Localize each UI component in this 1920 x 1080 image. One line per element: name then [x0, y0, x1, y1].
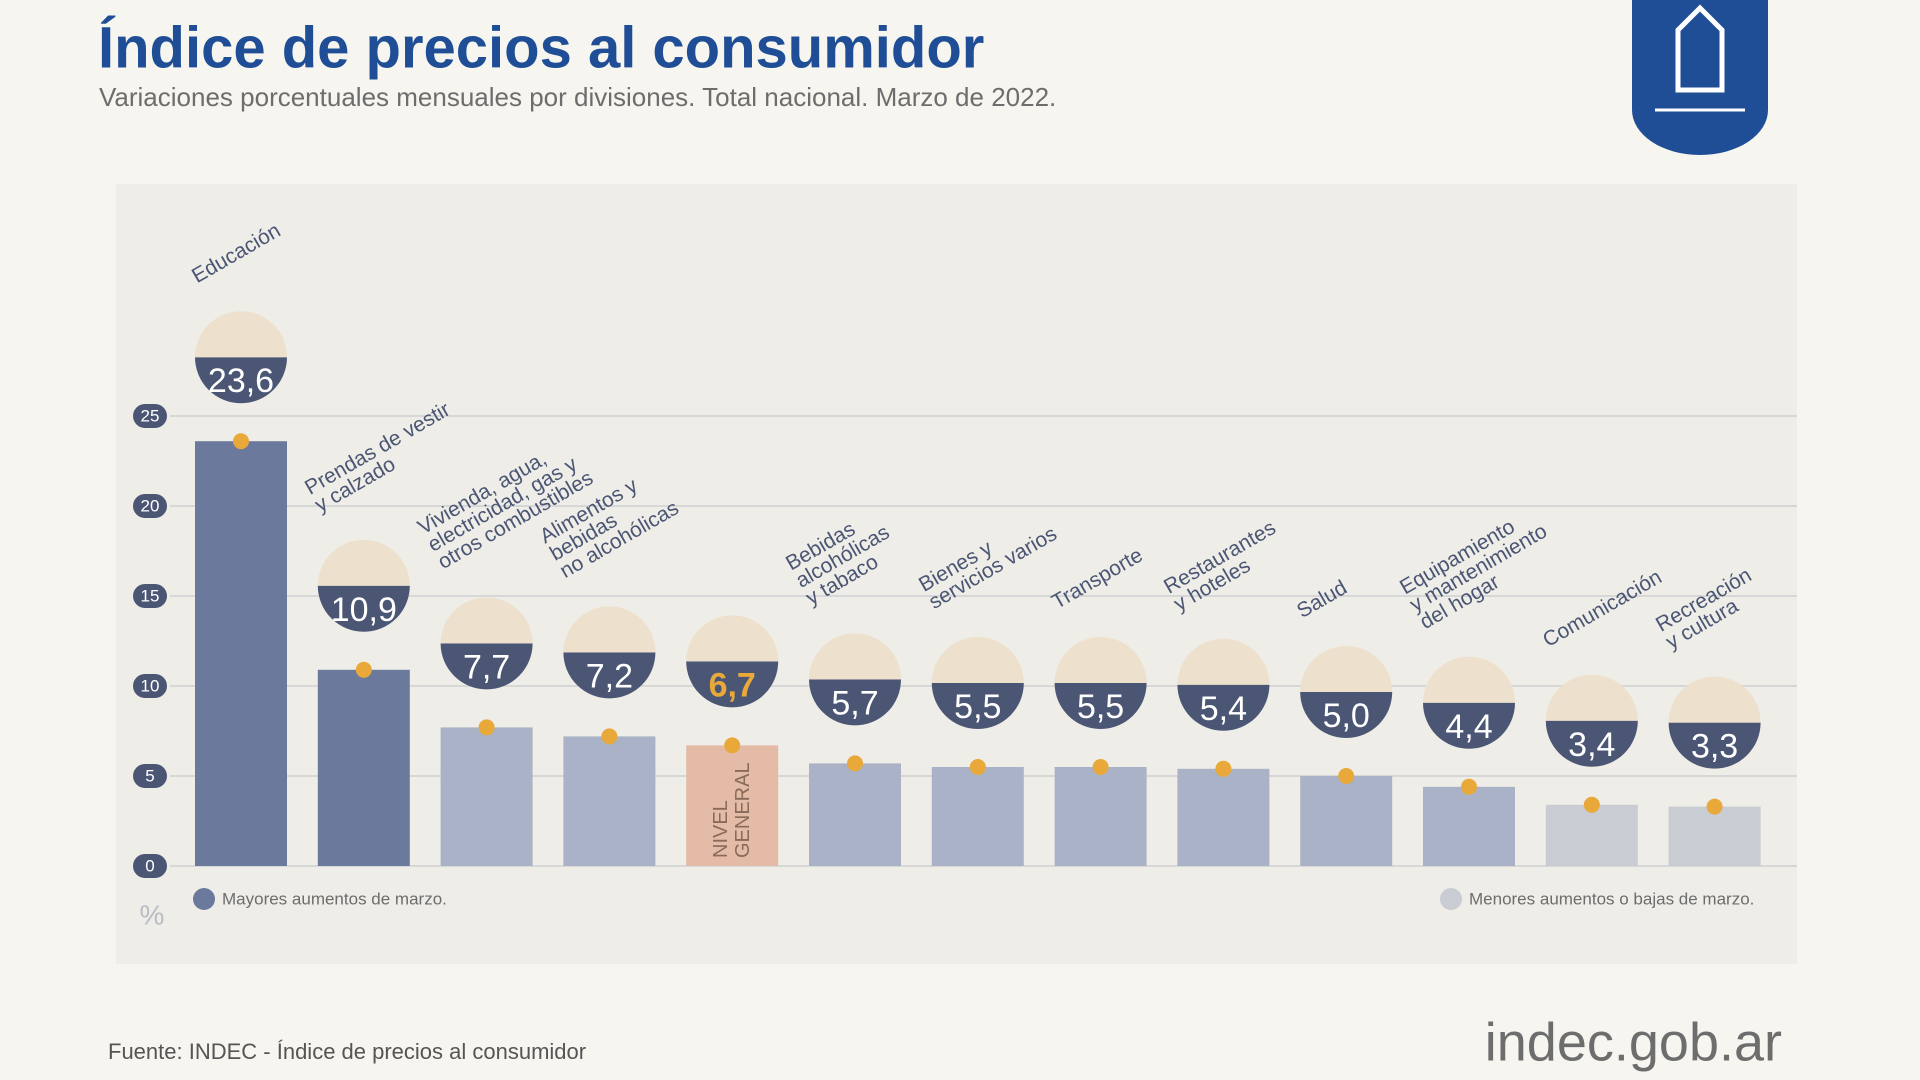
bar	[440, 727, 533, 866]
value-badge	[1423, 702, 1515, 749]
bar-marker	[1583, 796, 1600, 813]
bar	[1177, 768, 1270, 866]
source: Fuente: INDEC - Índice de precios al con…	[108, 1039, 586, 1064]
logo-tag	[1675, 4, 1725, 93]
chart-title: Índice de precios al consumidor	[98, 15, 984, 80]
bar	[931, 767, 1024, 866]
value-badge	[809, 679, 901, 726]
icon-backdrop	[1177, 638, 1270, 685]
bar-marker	[1215, 760, 1232, 777]
bar-marker	[1338, 768, 1355, 784]
y-tick-label: 25	[141, 406, 160, 425]
legend-label: Menores aumentos o bajas de marzo.	[1469, 889, 1754, 908]
value-label: 6,7	[709, 666, 756, 704]
icon-backdrop	[809, 633, 901, 680]
icon-backdrop	[1545, 674, 1638, 721]
bar-marker	[724, 737, 741, 754]
bar-marker	[478, 719, 495, 736]
value-label: 4,4	[1445, 708, 1492, 746]
icon-backdrop	[1300, 646, 1393, 692]
y-tick-label: 15	[141, 586, 160, 605]
value-label: 7,7	[463, 648, 510, 686]
icon-backdrop	[317, 539, 410, 586]
value-badge	[563, 652, 656, 699]
bar	[1423, 786, 1515, 866]
value-label: 23,6	[208, 362, 274, 400]
icon-backdrop	[1423, 656, 1515, 703]
value-label: 5,5	[954, 688, 1001, 726]
value-badge	[1300, 692, 1393, 739]
icon-backdrop	[195, 311, 287, 358]
bar	[1545, 804, 1638, 866]
bar-annotation: NIVELGENERAL	[710, 762, 754, 858]
bar	[1668, 806, 1761, 866]
bar-marker	[1092, 759, 1109, 775]
value-badge	[1054, 683, 1147, 729]
value-badge	[686, 661, 779, 708]
icon-backdrop	[686, 615, 779, 662]
icon-backdrop	[1054, 637, 1147, 683]
legend-label: Mayores aumentos de marzo.	[222, 889, 447, 908]
value-badge	[317, 585, 410, 632]
value-badge	[931, 683, 1024, 729]
logo-icon	[1632, 0, 1768, 155]
brand: indec.gob.ar	[1485, 1012, 1782, 1072]
bar-marker	[233, 433, 249, 450]
y-tick-label: 20	[141, 496, 160, 515]
value-label: 7,2	[586, 657, 633, 695]
value-label: 5,4	[1200, 690, 1247, 728]
legend-swatch	[193, 888, 215, 910]
y-tick-label: 0	[145, 856, 154, 875]
y-tick-badge	[133, 764, 167, 788]
y-tick-label: 10	[141, 676, 160, 695]
bar-marker	[601, 728, 618, 745]
bar-marker	[355, 661, 372, 678]
icon-backdrop	[1668, 676, 1761, 723]
y-tick-badge	[133, 674, 167, 698]
bar-marker	[1461, 778, 1477, 795]
chart-subtitle: Variaciones porcentuales mensuales por d…	[99, 82, 1056, 112]
bar-marker	[969, 759, 986, 775]
bar	[809, 763, 901, 866]
value-label: 5,7	[831, 684, 878, 722]
icon-backdrop	[931, 637, 1024, 683]
y-tick-badge	[133, 584, 167, 608]
value-badge	[440, 643, 533, 690]
y-tick-badge	[133, 404, 167, 428]
y-unit: %	[140, 899, 165, 930]
y-tick-label: 5	[145, 766, 154, 785]
value-label: 5,0	[1323, 697, 1370, 735]
value-label: 3,4	[1568, 726, 1615, 764]
bar	[1300, 776, 1393, 866]
bar-marker	[1706, 798, 1723, 815]
value-badge	[1668, 722, 1761, 769]
legend-swatch	[1440, 888, 1462, 910]
value-label: 10,9	[331, 591, 397, 629]
bar-marker	[847, 755, 863, 772]
icon-backdrop	[563, 606, 656, 653]
icon-backdrop	[440, 597, 533, 644]
value-badge	[1545, 720, 1638, 767]
value-label: 5,5	[1077, 688, 1124, 726]
bar	[686, 745, 779, 866]
value-badge	[195, 357, 287, 404]
value-label: 3,3	[1691, 728, 1738, 766]
bar	[195, 441, 287, 866]
bar	[317, 669, 410, 866]
y-tick-badge	[133, 854, 167, 878]
value-badge	[1177, 684, 1270, 731]
bar	[563, 736, 656, 866]
y-tick-badge	[133, 494, 167, 518]
bar	[1054, 767, 1147, 866]
